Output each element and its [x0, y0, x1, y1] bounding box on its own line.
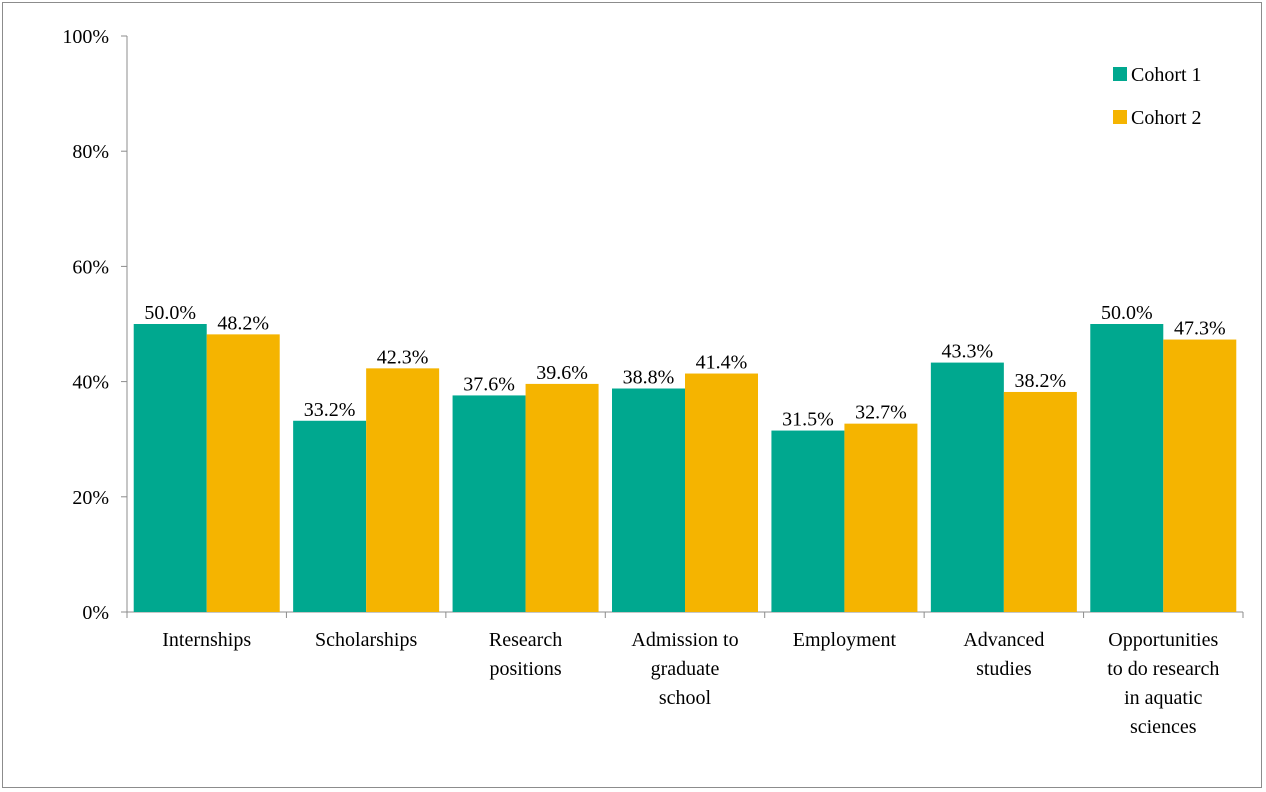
data-label: 38.2%	[1015, 370, 1067, 392]
category-label: Research positions	[489, 629, 562, 680]
bar	[771, 430, 845, 612]
bar	[1163, 339, 1237, 612]
category-label: Advanced studies	[963, 629, 1044, 680]
bar	[452, 395, 526, 612]
category-label-line: sciences	[1130, 716, 1197, 738]
legend-label: Cohort 2	[1131, 107, 1202, 129]
bar	[685, 373, 758, 612]
bar	[206, 334, 280, 612]
data-label: 39.6%	[536, 362, 588, 384]
y-tick-label: 100%	[62, 26, 109, 48]
bars	[133, 324, 1237, 612]
data-label: 32.7%	[855, 402, 907, 424]
y-tick-label: 0%	[82, 602, 109, 624]
legend: Cohort 1 Cohort 2	[1113, 64, 1202, 129]
category-label-line: graduate	[651, 658, 720, 680]
data-label: 42.3%	[377, 346, 429, 368]
bar	[844, 423, 918, 612]
bar-chart: 0% 20% 40% 60% 80% 100% 50.0% 48.2% 33.2% 42.3% 3…	[62, 26, 1244, 738]
y-tick-label: 20%	[72, 487, 109, 509]
category-label-line: Scholarships	[315, 629, 417, 651]
bar	[525, 383, 599, 612]
data-label: 47.3%	[1174, 318, 1226, 340]
category-label: Admission to graduate school	[631, 629, 738, 709]
legend-swatch	[1113, 67, 1127, 81]
category-label-line: studies	[976, 658, 1032, 680]
data-label: 50.0%	[144, 302, 196, 324]
bar	[612, 388, 685, 612]
y-tick-label: 40%	[72, 372, 109, 394]
y-tick-label: 80%	[72, 141, 109, 163]
category-label-line: to do research	[1107, 658, 1219, 680]
category-label: Opportunities to do research in aquatic sci…	[1107, 629, 1219, 738]
data-label: 50.0%	[1101, 302, 1153, 324]
category-label-line: in aquatic	[1124, 687, 1202, 709]
data-label: 31.5%	[782, 409, 834, 431]
category-label-line: Advanced	[963, 629, 1044, 651]
category-label-line: Employment	[793, 629, 897, 651]
category-label-line: school	[659, 687, 712, 709]
category-label-line: Research	[489, 629, 562, 651]
category-label-line: positions	[489, 658, 561, 680]
bar	[930, 362, 1004, 612]
data-labels: 50.0% 48.2% 33.2% 42.3% 37.6% 39.6% 38.8% 41.4%…	[144, 302, 1225, 431]
y-ticks: 0% 20% 40% 60% 80% 100%	[62, 26, 127, 624]
legend-swatch	[1113, 110, 1127, 124]
data-label: 38.8%	[623, 367, 675, 389]
y-tick-label: 60%	[72, 256, 109, 278]
data-label: 41.4%	[696, 352, 748, 374]
data-label: 43.3%	[942, 341, 994, 363]
category-label-line: Admission to	[631, 629, 738, 651]
data-label: 37.6%	[463, 373, 515, 395]
bar	[1090, 324, 1164, 612]
category-label-line: Opportunities	[1108, 629, 1218, 651]
data-label: 48.2%	[217, 312, 269, 334]
data-label: 33.2%	[304, 399, 356, 421]
category-label: Internships	[162, 629, 251, 651]
bar	[1003, 391, 1077, 612]
category-label: Scholarships	[315, 629, 417, 651]
category-label-line: Internships	[162, 629, 251, 651]
bar	[133, 324, 207, 612]
category-label: Employment	[793, 629, 897, 651]
legend-label: Cohort 1	[1131, 64, 1202, 86]
bar	[293, 420, 367, 612]
category-labels: Internships Scholarships Research positions…	[162, 629, 1219, 738]
bar	[366, 368, 440, 612]
